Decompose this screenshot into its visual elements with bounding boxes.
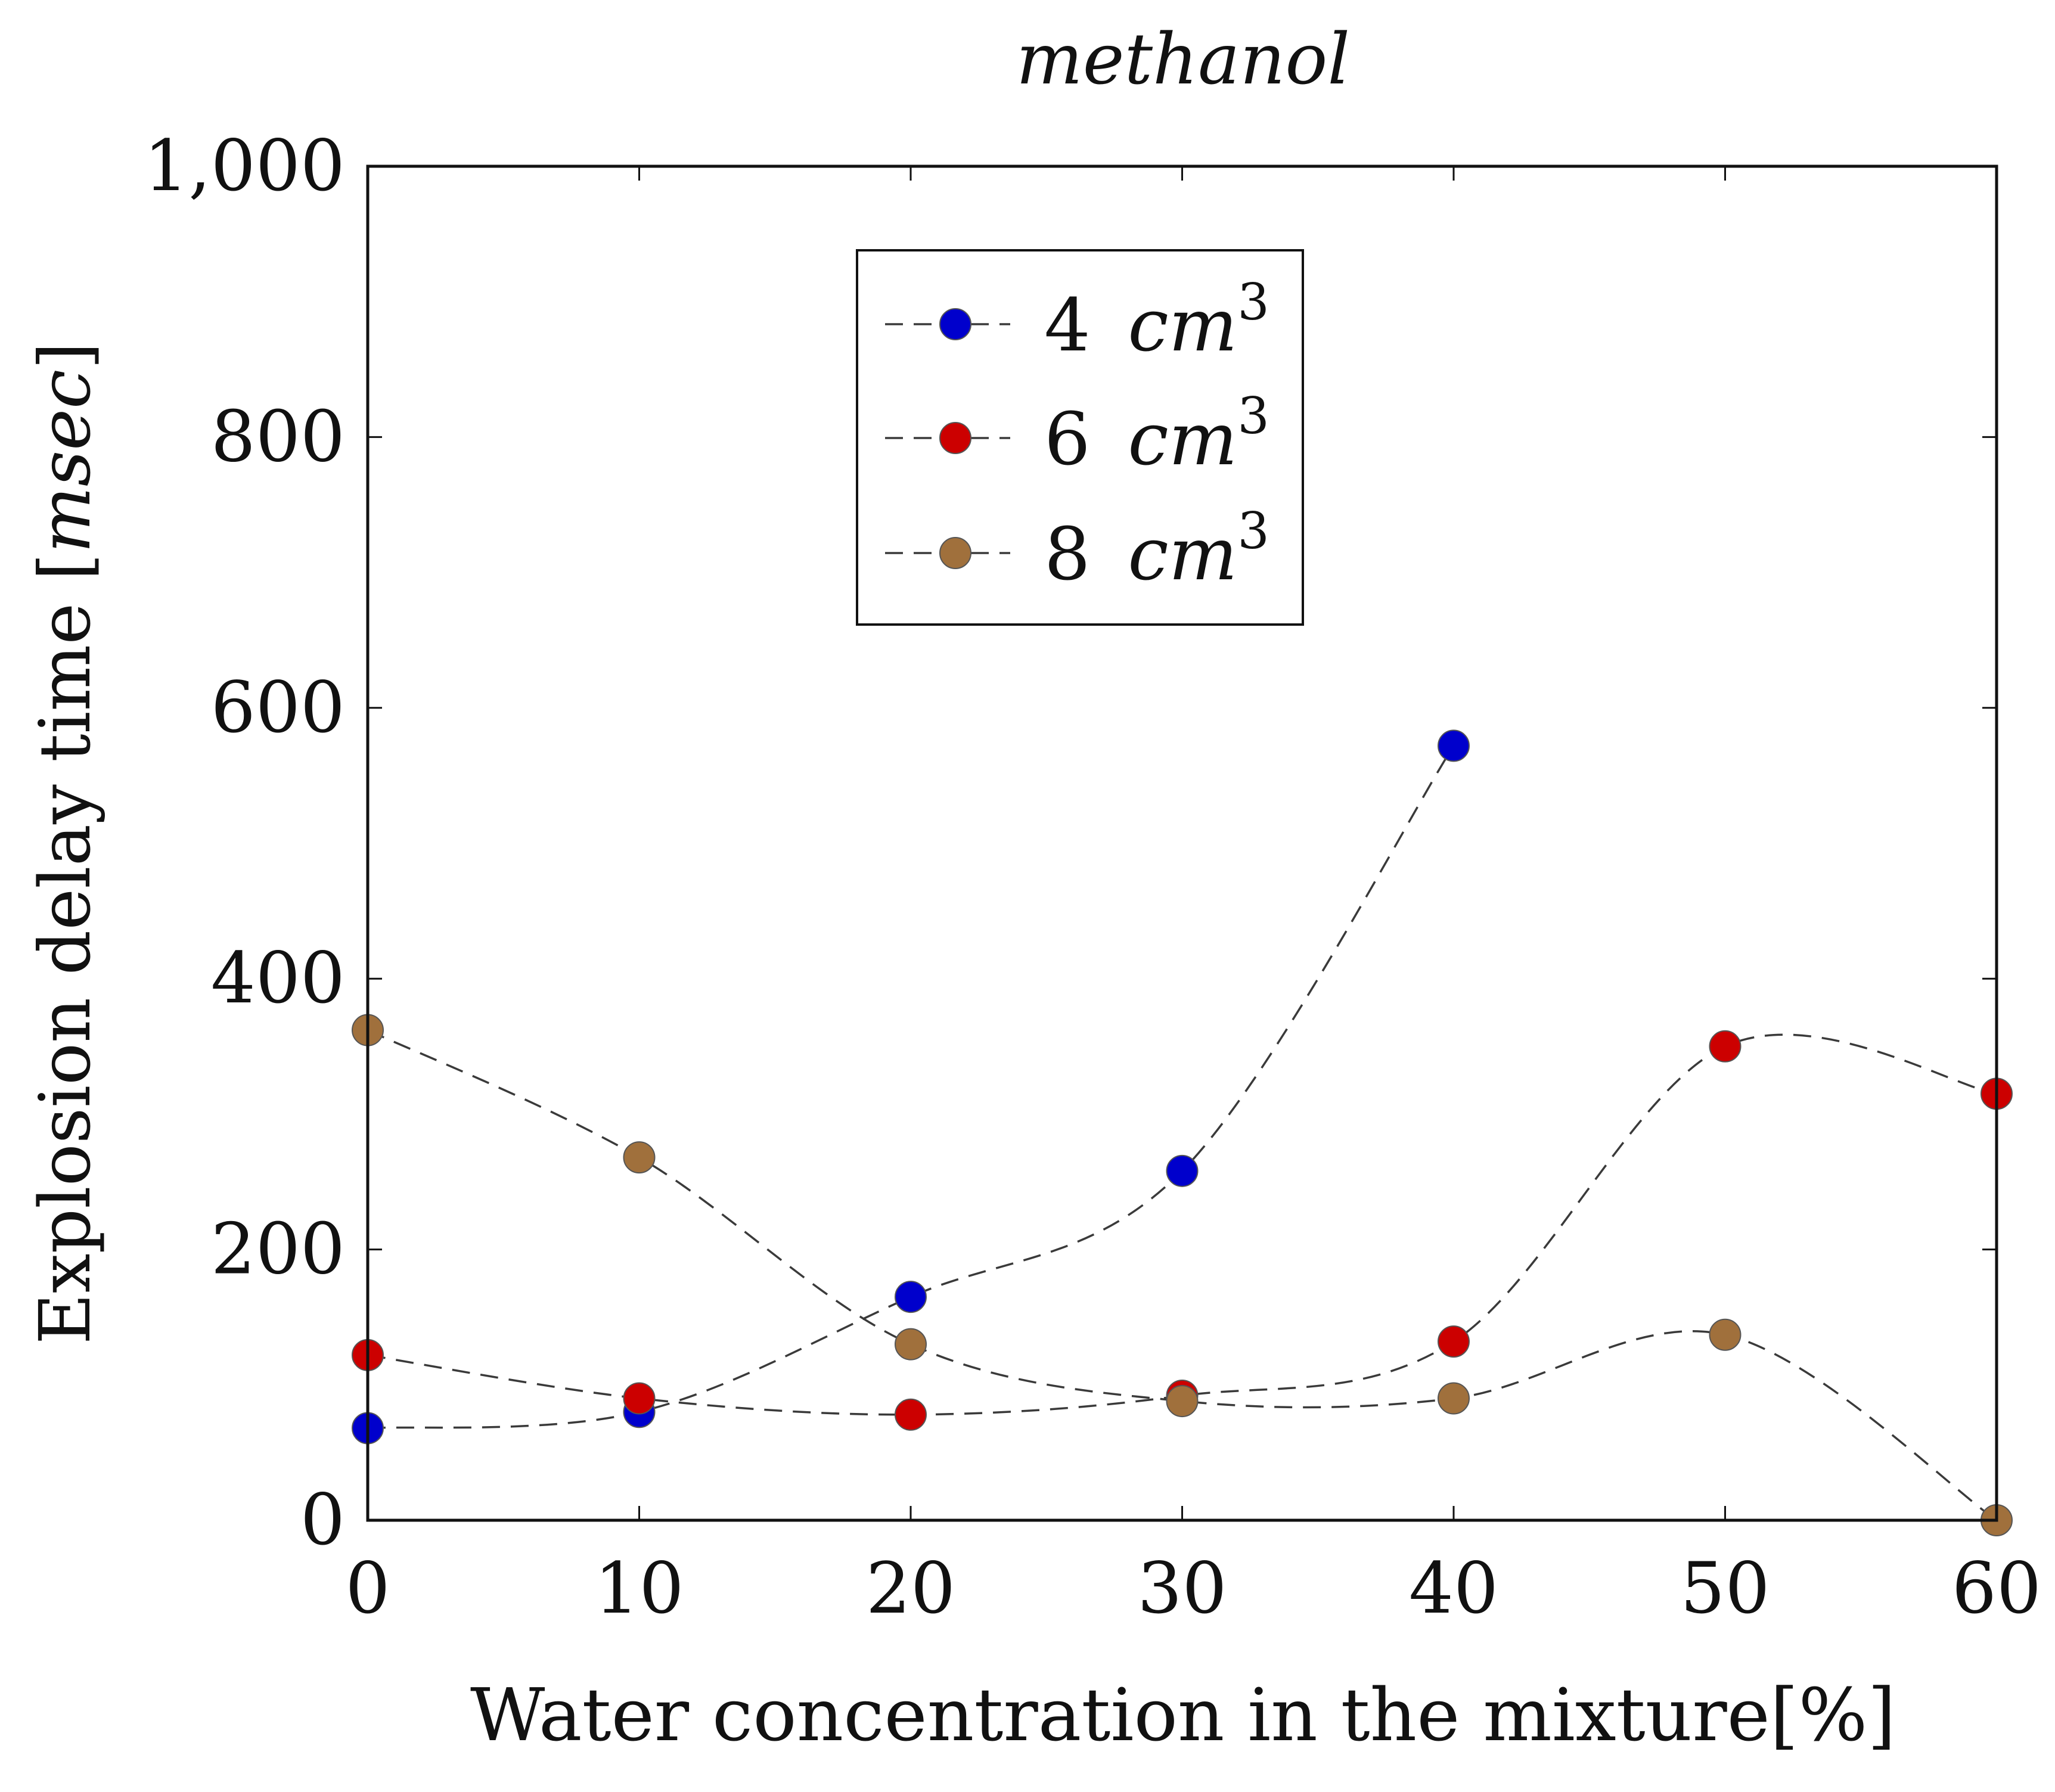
x-tick-labels: 0 10 20 30 40 50 60 <box>345 1547 2041 1629</box>
data-point-8-cm3 <box>623 1141 656 1174</box>
data-point-8-cm3 <box>1709 1318 1742 1351</box>
y-axis-label-bracket-open: [ <box>24 553 106 580</box>
legend-label-unit: cm <box>1128 283 1237 368</box>
y-axis-label-unit: msec <box>24 369 106 553</box>
data-point-6-cm3 <box>895 1398 927 1431</box>
y-tick-label: 400 <box>211 937 345 1019</box>
data-point-8-cm3 <box>1166 1385 1199 1418</box>
data-point-6-cm3 <box>1438 1325 1470 1358</box>
legend-marker <box>939 308 971 340</box>
data-point-4-cm3 <box>1166 1154 1199 1187</box>
y-tick-label: 800 <box>211 395 345 477</box>
x-tick-label: 60 <box>1952 1547 2041 1629</box>
legend-label: 4 cm3 <box>1044 273 1269 368</box>
data-point-8-cm3 <box>1438 1382 1470 1415</box>
data-point-8-cm3 <box>895 1328 927 1361</box>
legend-label-value: 8 <box>1044 512 1113 597</box>
legend-marker <box>939 422 971 454</box>
legend-label-value: 6 <box>1044 397 1113 482</box>
legend-label-exponent: 3 <box>1237 502 1269 560</box>
legend-label-exponent: 3 <box>1237 387 1269 445</box>
x-tick-label: 40 <box>1409 1547 1498 1629</box>
data-point-6-cm3 <box>623 1382 656 1415</box>
y-tick-labels: 0 200 400 600 800 1,000 <box>144 125 345 1561</box>
x-tick-label: 30 <box>1137 1547 1227 1629</box>
series-markers <box>352 729 2013 1536</box>
data-point-4-cm3 <box>1438 729 1470 762</box>
y-axis-label: Explosion delay time [msec] <box>24 342 106 1344</box>
series-line-4-cm3 <box>367 745 1455 1430</box>
y-axis-label-text: Explosion delay time <box>24 580 106 1344</box>
x-tick-label: 50 <box>1680 1547 1770 1629</box>
y-tick-label: 0 <box>300 1479 345 1561</box>
x-axis-label: Water concentration in the mixture[%] <box>470 1673 1896 1757</box>
y-tick-label: 1,000 <box>144 125 345 207</box>
x-tick-label: 0 <box>345 1547 390 1629</box>
legend-marker <box>939 537 971 569</box>
legend-label: 8 cm3 <box>1044 502 1269 597</box>
x-tick-label: 10 <box>594 1547 684 1629</box>
plot-area-frame <box>366 164 1998 1522</box>
legend-label-unit: cm <box>1128 512 1237 597</box>
y-tick-label: 200 <box>211 1208 345 1290</box>
legend-label: 6 cm3 <box>1044 387 1269 482</box>
chart-title: methanol <box>1016 18 1350 100</box>
legend-label-unit: cm <box>1128 397 1237 482</box>
data-point-4-cm3 <box>895 1281 927 1313</box>
y-tick-label: 600 <box>211 666 345 749</box>
x-tick-label: 20 <box>866 1547 955 1629</box>
legend-label-value: 4 <box>1044 283 1113 368</box>
y-axis-label-bracket-close: ] <box>24 342 106 369</box>
legend-label-exponent: 3 <box>1237 273 1269 331</box>
data-point-6-cm3 <box>1709 1030 1742 1063</box>
